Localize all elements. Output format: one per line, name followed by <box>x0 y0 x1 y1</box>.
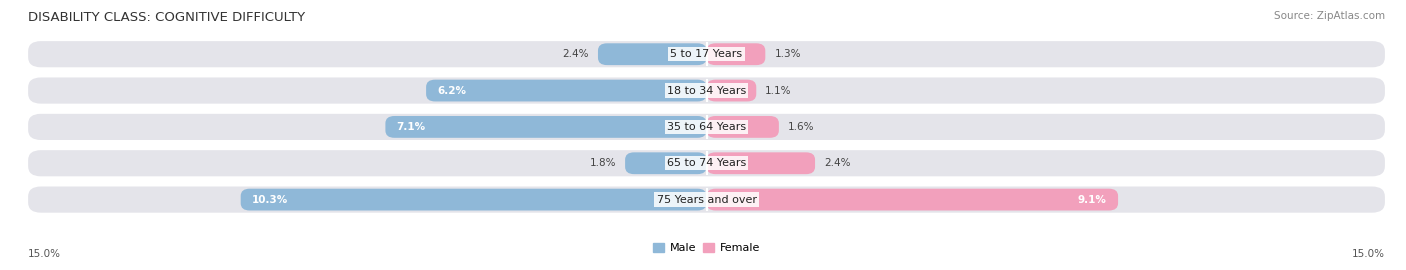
FancyBboxPatch shape <box>707 189 1118 211</box>
FancyBboxPatch shape <box>28 187 1385 213</box>
Text: 1.1%: 1.1% <box>765 86 792 96</box>
Text: 15.0%: 15.0% <box>1353 249 1385 259</box>
Text: 9.1%: 9.1% <box>1078 195 1107 205</box>
Text: 15.0%: 15.0% <box>28 249 60 259</box>
Text: 6.2%: 6.2% <box>437 86 467 96</box>
Text: 65 to 74 Years: 65 to 74 Years <box>666 158 747 168</box>
Text: 10.3%: 10.3% <box>252 195 288 205</box>
Text: 75 Years and over: 75 Years and over <box>657 195 756 205</box>
FancyBboxPatch shape <box>707 43 765 65</box>
FancyBboxPatch shape <box>240 189 707 211</box>
FancyBboxPatch shape <box>385 116 707 138</box>
Text: 18 to 34 Years: 18 to 34 Years <box>666 86 747 96</box>
FancyBboxPatch shape <box>626 152 707 174</box>
FancyBboxPatch shape <box>28 77 1385 104</box>
FancyBboxPatch shape <box>28 114 1385 140</box>
FancyBboxPatch shape <box>707 116 779 138</box>
Text: 1.8%: 1.8% <box>589 158 616 168</box>
FancyBboxPatch shape <box>28 150 1385 176</box>
FancyBboxPatch shape <box>707 152 815 174</box>
Text: 5 to 17 Years: 5 to 17 Years <box>671 49 742 59</box>
Text: DISABILITY CLASS: COGNITIVE DIFFICULTY: DISABILITY CLASS: COGNITIVE DIFFICULTY <box>28 11 305 24</box>
FancyBboxPatch shape <box>28 41 1385 67</box>
Text: 35 to 64 Years: 35 to 64 Years <box>666 122 747 132</box>
Text: Source: ZipAtlas.com: Source: ZipAtlas.com <box>1274 11 1385 21</box>
FancyBboxPatch shape <box>707 80 756 102</box>
Text: 7.1%: 7.1% <box>396 122 426 132</box>
Text: 1.3%: 1.3% <box>775 49 801 59</box>
Text: 2.4%: 2.4% <box>824 158 851 168</box>
Legend: Male, Female: Male, Female <box>648 238 765 257</box>
Text: 2.4%: 2.4% <box>562 49 589 59</box>
Text: 1.6%: 1.6% <box>787 122 814 132</box>
FancyBboxPatch shape <box>598 43 707 65</box>
FancyBboxPatch shape <box>426 80 707 102</box>
